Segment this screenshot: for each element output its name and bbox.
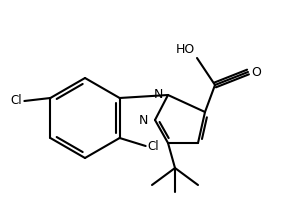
Text: Cl: Cl <box>148 140 159 152</box>
Text: O: O <box>251 65 261 78</box>
Text: Cl: Cl <box>11 95 22 108</box>
Text: HO: HO <box>176 43 195 56</box>
Text: N: N <box>154 87 163 100</box>
Text: N: N <box>139 113 148 127</box>
